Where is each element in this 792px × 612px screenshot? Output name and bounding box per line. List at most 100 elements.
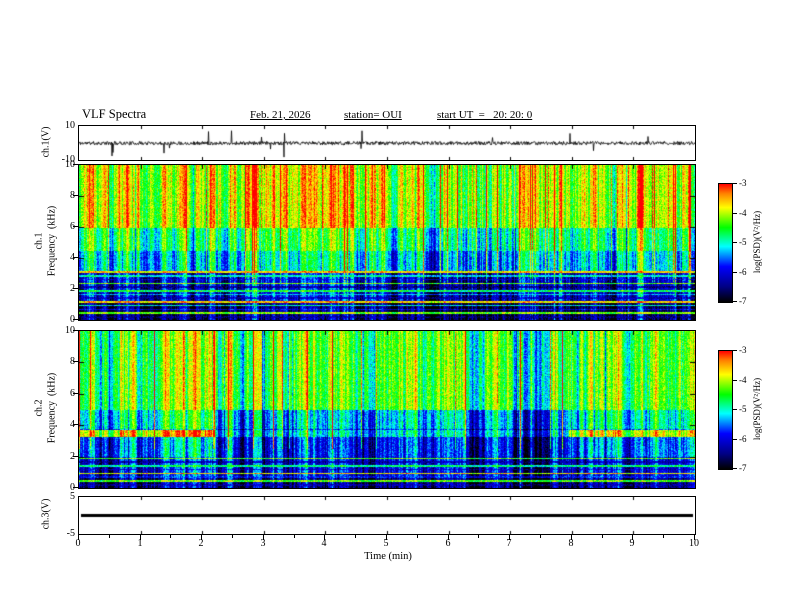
ch2-spec-ytick: [73, 487, 78, 488]
colorbar-tick: [733, 350, 737, 351]
ch1-spec-ytick-label: 6: [51, 221, 75, 232]
ch2-spectrogram-ylabel: Frequency (kHz): [46, 372, 58, 444]
time-axis-tick: [448, 535, 449, 540]
ch1-spec-ytick-label: 0: [51, 314, 75, 325]
ch2-spec-ytick-label: 10: [65, 325, 75, 336]
time-axis-tick: [694, 535, 695, 540]
time-axis-tick: [509, 535, 510, 540]
time-axis-minor-tick: [355, 535, 356, 538]
ch1-waveform-panel: [78, 125, 696, 161]
colorbar-tick-label: -7: [739, 463, 747, 473]
time-tick-label: 8: [568, 538, 574, 549]
colorbar-tick: [733, 272, 737, 273]
colorbar-tick: [733, 301, 737, 302]
header-station: station= OUI: [344, 109, 402, 121]
colorbar-tick: [733, 213, 737, 214]
ch1-spec-ytick: [73, 164, 78, 165]
ch1-spec-ytick: [73, 195, 78, 196]
ch1-spectrogram-ylabel: Frequency (kHz): [46, 205, 58, 277]
ch1-waveform-canvas: [79, 126, 695, 160]
ch1-spectrogram-panel: [78, 164, 696, 321]
colorbar-tick: [733, 183, 737, 184]
ch3-waveform-canvas: [79, 497, 695, 534]
time-tick-label: 7: [506, 538, 512, 549]
time-axis-minor-tick: [170, 535, 171, 538]
time-axis-minor-tick: [109, 535, 110, 538]
time-axis-tick: [632, 535, 633, 540]
header-start-ut: start UT = 20: 20: 0: [437, 109, 533, 121]
time-axis-minor-tick: [540, 535, 541, 538]
colorbar-tick: [733, 468, 737, 469]
time-axis-minor-tick: [602, 535, 603, 538]
ch2-spec-ytick-label: 6: [51, 388, 75, 399]
ch1-spectrogram-canvas: [79, 165, 695, 320]
ch2-spec-ytick: [73, 393, 78, 394]
colorbar-tick-label: -4: [739, 208, 747, 218]
colorbar-tick: [733, 242, 737, 243]
ch2-spectrogram-channel-label: ch.2: [33, 399, 45, 417]
colorbar-tick-label: -6: [739, 267, 747, 277]
ch3-waveform-panel: [78, 496, 696, 535]
colorbar-tick: [733, 439, 737, 440]
colorbar-tick-label: -7: [739, 296, 747, 306]
colorbar-ch1: [718, 183, 733, 303]
time-axis-minor-tick: [294, 535, 295, 538]
colorbar-tick-label: -4: [739, 375, 747, 385]
colorbar-tick-label: -3: [739, 345, 747, 355]
colorbar-ch2-label: log(PSD)(V²/Hz): [752, 377, 762, 441]
ch2-spec-ytick: [73, 424, 78, 425]
ch1-spec-ytick: [73, 288, 78, 289]
colorbar-tick-label: -5: [739, 404, 747, 414]
time-tick-label: 1: [137, 538, 143, 549]
ch2-spec-ytick-label: 0: [51, 482, 75, 493]
time-tick-label: 2: [198, 538, 204, 549]
colorbar-ch1-label: log(PSD)(V²/Hz): [752, 210, 762, 274]
time-tick-label: 6: [445, 538, 451, 549]
ch2-spectrogram-canvas: [79, 331, 695, 488]
time-axis-tick: [571, 535, 572, 540]
ch2-spectrogram-panel: [78, 330, 696, 489]
time-tick-label: 5: [383, 538, 389, 549]
ch1-wave-ytick-label: -10: [61, 154, 75, 165]
ch2-spec-ytick: [73, 456, 78, 457]
ch1-spec-ytick-label: 2: [51, 283, 75, 294]
time-tick-label: 0: [75, 538, 81, 549]
ch1-wave-ytick-label: 10: [65, 120, 75, 131]
colorbar-tick-label: -5: [739, 237, 747, 247]
colorbar-tick: [733, 380, 737, 381]
time-axis-minor-tick: [232, 535, 233, 538]
ch1-spec-ytick-label: 4: [51, 252, 75, 263]
figure-title: VLF Spectra: [82, 107, 147, 121]
header-date: Feb. 21, 2026: [250, 109, 311, 121]
ch2-spec-ytick-label: 4: [51, 419, 75, 430]
ch1-spec-ytick: [73, 319, 78, 320]
ch1-spec-ytick: [73, 257, 78, 258]
ch1-spec-ytick-label: 8: [51, 190, 75, 201]
time-axis-tick: [78, 535, 79, 540]
ch3-wave-ytick-label: 5: [70, 491, 75, 502]
ch2-spec-ytick-label: 8: [51, 356, 75, 367]
ch3-wave-ytick-label: -5: [66, 528, 75, 539]
time-tick-label: 4: [321, 538, 327, 549]
time-axis-minor-tick: [478, 535, 479, 538]
ch2-spec-ytick-label: 2: [51, 451, 75, 462]
time-axis-tick: [324, 535, 325, 540]
colorbar-ch2: [718, 350, 733, 470]
ch1-waveform-ylabel: ch.1(V): [40, 126, 52, 158]
ch2-spec-ytick: [73, 330, 78, 331]
time-axis-minor-tick: [663, 535, 664, 538]
time-tick-label: 9: [629, 538, 635, 549]
colorbar-tick-label: -3: [739, 178, 747, 188]
ch1-spec-ytick: [73, 226, 78, 227]
time-tick-label: 10: [689, 538, 699, 549]
ch1-spec-ytick-label: 10: [65, 159, 75, 170]
time-axis-label: Time (min): [364, 551, 412, 562]
time-axis-tick: [386, 535, 387, 540]
colorbar-tick: [733, 409, 737, 410]
time-axis-tick: [201, 535, 202, 540]
time-axis-tick: [140, 535, 141, 540]
time-tick-label: 3: [260, 538, 266, 549]
ch3-waveform-ylabel: ch.3(V): [40, 498, 52, 530]
time-axis-minor-tick: [417, 535, 418, 538]
